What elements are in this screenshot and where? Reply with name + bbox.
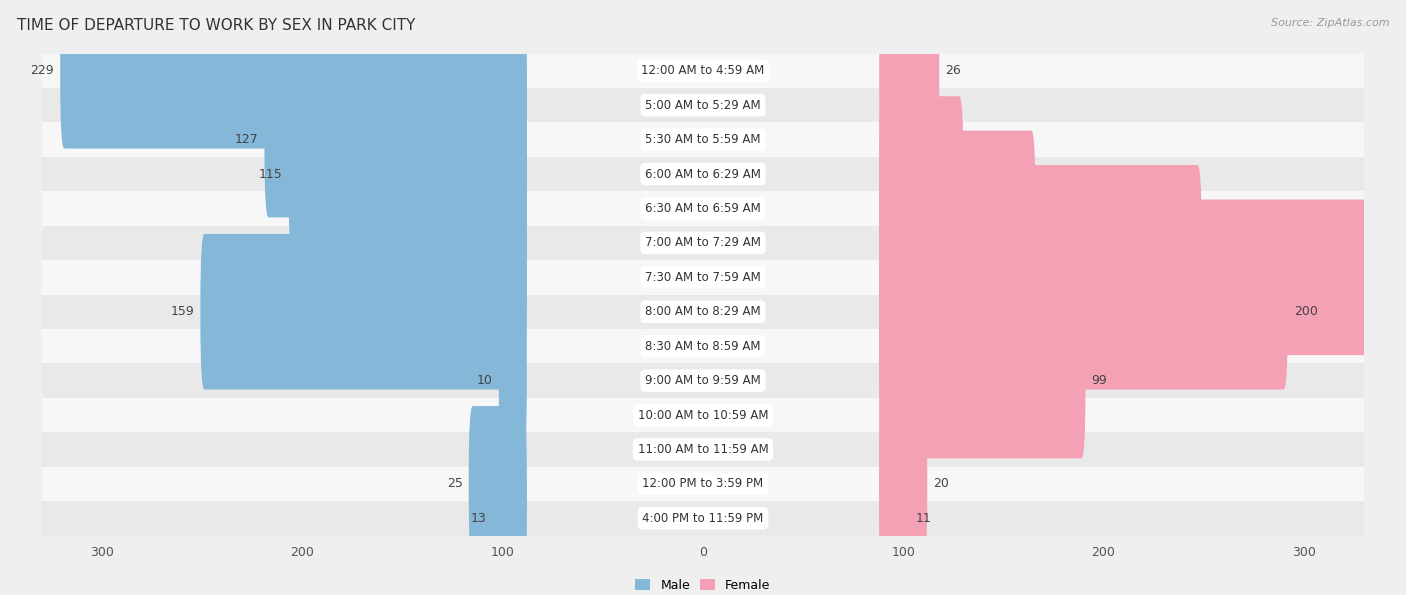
Text: 5: 5 (903, 443, 911, 456)
Text: 28: 28 (441, 99, 457, 112)
Text: 13: 13 (920, 340, 935, 353)
Text: 12:00 AM to 4:59 AM: 12:00 AM to 4:59 AM (641, 64, 765, 77)
Text: 0: 0 (505, 340, 513, 353)
Text: 5:00 AM to 5:29 AM: 5:00 AM to 5:29 AM (645, 99, 761, 112)
FancyBboxPatch shape (288, 96, 527, 252)
FancyBboxPatch shape (879, 131, 1035, 286)
Text: 26: 26 (444, 236, 461, 249)
Bar (42, 191, 1364, 226)
Bar (42, 260, 1364, 295)
FancyBboxPatch shape (879, 199, 1406, 355)
Text: 157: 157 (1208, 236, 1232, 249)
Text: 11: 11 (915, 512, 931, 525)
Text: 6:00 AM to 6:29 AM: 6:00 AM to 6:29 AM (645, 168, 761, 180)
FancyBboxPatch shape (468, 406, 527, 562)
Bar (42, 364, 1364, 398)
Bar (42, 54, 1364, 88)
Text: 6:30 AM to 6:59 AM: 6:30 AM to 6:59 AM (645, 202, 761, 215)
FancyBboxPatch shape (264, 62, 527, 217)
Text: 38: 38 (969, 168, 986, 180)
Text: 14: 14 (921, 133, 936, 146)
Text: TIME OF DEPARTURE TO WORK BY SEX IN PARK CITY: TIME OF DEPARTURE TO WORK BY SEX IN PARK… (17, 18, 415, 33)
Text: 200: 200 (1294, 305, 1317, 318)
FancyBboxPatch shape (879, 440, 910, 595)
Bar (42, 157, 1364, 191)
Bar (42, 226, 1364, 260)
Text: 20: 20 (934, 477, 949, 490)
FancyBboxPatch shape (879, 0, 939, 149)
FancyBboxPatch shape (879, 372, 897, 527)
FancyBboxPatch shape (499, 303, 527, 458)
Text: 4:00 PM to 11:59 PM: 4:00 PM to 11:59 PM (643, 512, 763, 525)
Bar (42, 329, 1364, 364)
Legend: Male, Female: Male, Female (636, 579, 770, 592)
Text: 7:30 AM to 7:59 AM: 7:30 AM to 7:59 AM (645, 271, 761, 284)
FancyBboxPatch shape (879, 303, 1085, 458)
Text: 11:00 AM to 11:59 AM: 11:00 AM to 11:59 AM (638, 443, 768, 456)
Bar (42, 295, 1364, 329)
FancyBboxPatch shape (60, 0, 527, 149)
Bar (42, 398, 1364, 432)
Text: 54: 54 (388, 202, 405, 215)
Text: 0: 0 (893, 409, 901, 421)
Text: 5:30 AM to 5:59 AM: 5:30 AM to 5:59 AM (645, 133, 761, 146)
Text: 99: 99 (1091, 374, 1108, 387)
FancyBboxPatch shape (879, 234, 1288, 390)
Text: 26: 26 (945, 64, 962, 77)
Text: 127: 127 (235, 133, 259, 146)
Text: 0: 0 (505, 409, 513, 421)
FancyBboxPatch shape (467, 165, 527, 321)
Bar (42, 466, 1364, 501)
FancyBboxPatch shape (321, 199, 527, 355)
Text: 115: 115 (259, 168, 283, 180)
FancyBboxPatch shape (201, 234, 527, 390)
Text: 0: 0 (505, 443, 513, 456)
Text: 159: 159 (170, 305, 194, 318)
FancyBboxPatch shape (411, 131, 527, 286)
Text: 25: 25 (447, 477, 463, 490)
Text: 10: 10 (477, 374, 492, 387)
Text: 99: 99 (298, 271, 315, 284)
FancyBboxPatch shape (879, 406, 928, 562)
Text: 7:00 AM to 7:29 AM: 7:00 AM to 7:29 AM (645, 236, 761, 249)
Text: 8:00 AM to 8:29 AM: 8:00 AM to 8:29 AM (645, 305, 761, 318)
FancyBboxPatch shape (879, 268, 914, 424)
FancyBboxPatch shape (879, 62, 915, 217)
FancyBboxPatch shape (492, 440, 527, 595)
Text: Source: ZipAtlas.com: Source: ZipAtlas.com (1271, 18, 1389, 28)
Text: 74: 74 (1042, 202, 1057, 215)
Bar (42, 123, 1364, 157)
Bar (42, 88, 1364, 123)
Text: 12:00 PM to 3:59 PM: 12:00 PM to 3:59 PM (643, 477, 763, 490)
Text: 9:00 AM to 9:59 AM: 9:00 AM to 9:59 AM (645, 374, 761, 387)
Text: 0: 0 (893, 99, 901, 112)
FancyBboxPatch shape (879, 165, 1202, 321)
Text: 13: 13 (471, 512, 486, 525)
Text: 8:30 AM to 8:59 AM: 8:30 AM to 8:59 AM (645, 340, 761, 353)
Bar (42, 432, 1364, 466)
Text: 229: 229 (31, 64, 55, 77)
Bar (42, 501, 1364, 536)
FancyBboxPatch shape (879, 96, 963, 252)
FancyBboxPatch shape (463, 27, 527, 183)
Text: 10:00 AM to 10:59 AM: 10:00 AM to 10:59 AM (638, 409, 768, 421)
